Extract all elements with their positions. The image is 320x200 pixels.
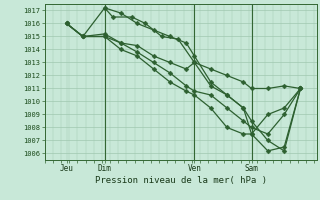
X-axis label: Pression niveau de la mer( hPa ): Pression niveau de la mer( hPa ) (95, 176, 267, 185)
